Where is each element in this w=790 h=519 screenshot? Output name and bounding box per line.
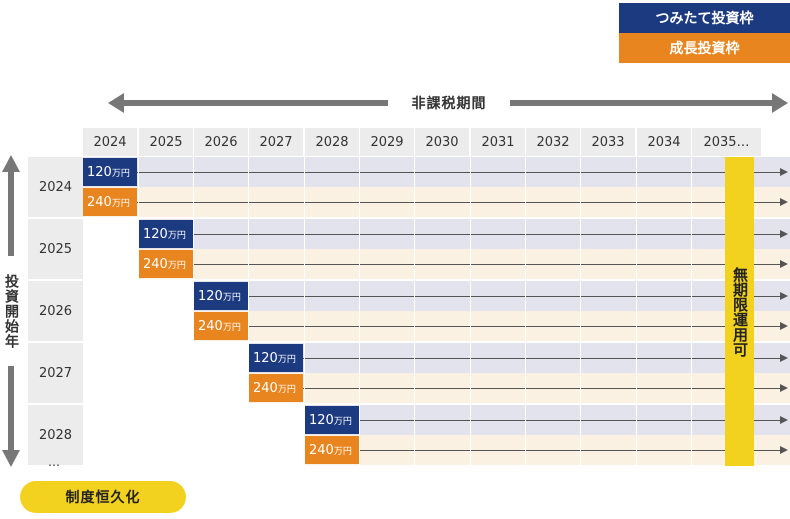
year-header-cell: 2032	[526, 128, 580, 156]
seicho-amount: 240 万円	[194, 312, 248, 340]
tsumitate-amount: 120 万円	[305, 406, 359, 434]
holding-period-line	[248, 296, 780, 297]
holding-period-line	[137, 202, 780, 203]
year-header-cell: 2030	[415, 128, 469, 156]
year-header-cell: 2035…	[692, 128, 761, 156]
year-header-cell: 2026	[194, 128, 248, 156]
arrowhead-icon	[780, 322, 788, 330]
more-years-ellipsis: …	[47, 455, 61, 469]
row-year-label: 2028	[28, 405, 83, 465]
legend-tsumitate: つみたて投資枠	[619, 3, 790, 33]
year-header-cell: 2029	[360, 128, 414, 156]
column-divider	[525, 128, 526, 467]
tsumitate-amount: 120 万円	[83, 158, 137, 186]
column-divider	[636, 128, 637, 467]
legend-seicho: 成長投資枠	[619, 33, 790, 63]
holding-period-line	[359, 420, 780, 421]
seicho-amount: 240 万円	[139, 250, 193, 278]
arrowhead-icon	[780, 416, 788, 424]
holding-period-line	[137, 172, 780, 173]
column-divider	[359, 128, 360, 467]
column-divider	[691, 128, 692, 467]
row-divider	[28, 403, 790, 405]
seicho-amount: 240 万円	[305, 436, 359, 464]
year-header-cell: 2024	[83, 128, 137, 156]
holding-period-line	[193, 234, 780, 235]
tsumitate-amount: 120 万円	[139, 220, 193, 248]
year-header-cell: 2033	[581, 128, 635, 156]
tsumitate-amount: 120 万円	[194, 282, 248, 310]
seicho-amount: 240 万円	[249, 374, 303, 402]
row-year-label: 2026	[28, 281, 83, 341]
row-divider	[28, 341, 790, 343]
row-divider	[28, 279, 790, 281]
holding-period-line	[193, 264, 780, 265]
column-divider	[580, 128, 581, 467]
column-divider	[248, 128, 249, 467]
arrowhead-icon	[780, 168, 788, 176]
arrowhead-icon	[780, 354, 788, 362]
arrowhead-icon	[780, 384, 788, 392]
row-divider	[28, 217, 790, 219]
permanent-system-badge: 制度恒久化	[20, 481, 186, 513]
start-year-label-box: 投資開始年	[2, 256, 20, 366]
holding-period-line	[248, 326, 780, 327]
tsumitate-amount: 120 万円	[249, 344, 303, 372]
unlimited-operation-bar: 無期限運用可	[725, 157, 754, 466]
row-year-label: 2027	[28, 343, 83, 403]
row-year-label: 2024	[28, 157, 83, 217]
year-header-cell: 2034	[637, 128, 691, 156]
year-header-cell: 2031	[471, 128, 525, 156]
arrowhead-icon	[780, 446, 788, 454]
year-header-cell: 2027	[249, 128, 303, 156]
start-year-label: 投資開始年	[3, 273, 19, 349]
arrowhead-icon	[780, 292, 788, 300]
row-year-label: 2025	[28, 219, 83, 279]
unlimited-operation-label: 無期限運用可	[731, 266, 749, 357]
holding-period-line	[303, 358, 780, 359]
holding-period-line	[359, 450, 780, 451]
seicho-amount: 240 万円	[83, 188, 137, 216]
tax-free-period-label: 非課税期間	[388, 92, 510, 114]
arrowhead-icon	[780, 260, 788, 268]
column-divider	[414, 128, 415, 467]
column-divider	[138, 128, 139, 467]
year-header-cell: 2025	[139, 128, 193, 156]
arrowhead-icon	[780, 198, 788, 206]
column-divider	[470, 128, 471, 467]
arrowhead-icon	[780, 230, 788, 238]
column-divider	[304, 128, 305, 467]
year-header-cell: 2028	[305, 128, 359, 156]
column-divider	[193, 128, 194, 467]
holding-period-line	[303, 388, 780, 389]
